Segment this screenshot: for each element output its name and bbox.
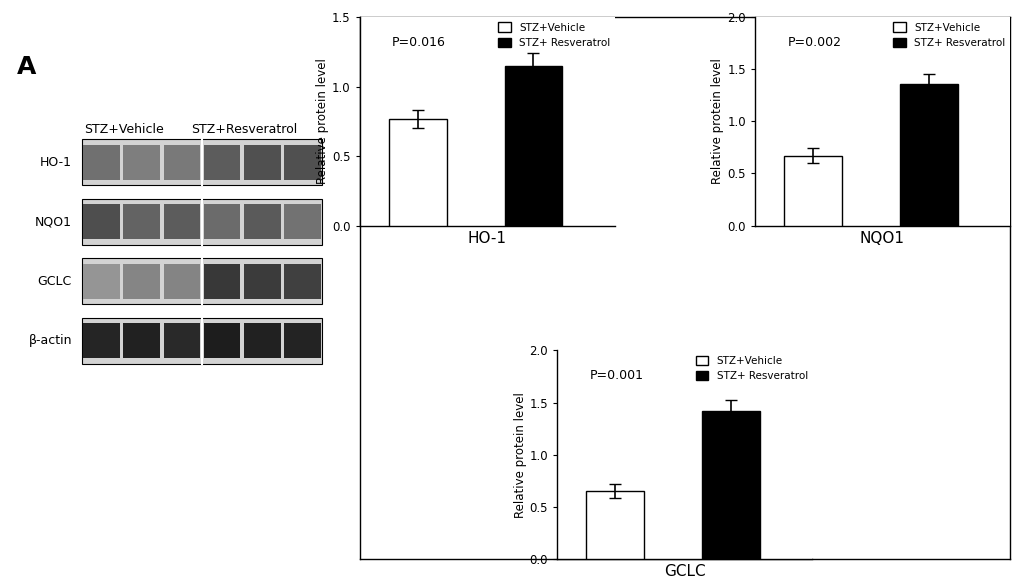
FancyBboxPatch shape (123, 323, 160, 358)
FancyBboxPatch shape (82, 199, 322, 245)
Legend: STZ+Vehicle, STZ+ Resveratrol: STZ+Vehicle, STZ+ Resveratrol (691, 351, 811, 385)
Bar (701, 411, 759, 559)
Text: GCLC: GCLC (38, 275, 72, 288)
X-axis label: HO-1: HO-1 (467, 231, 506, 246)
Y-axis label: Relative protein level: Relative protein level (514, 392, 526, 517)
FancyBboxPatch shape (244, 323, 280, 358)
FancyBboxPatch shape (123, 264, 160, 299)
Text: STZ+Resveratrol: STZ+Resveratrol (191, 123, 298, 137)
FancyBboxPatch shape (123, 145, 160, 180)
Text: A: A (16, 55, 36, 79)
FancyBboxPatch shape (82, 258, 322, 304)
FancyBboxPatch shape (204, 323, 240, 358)
FancyBboxPatch shape (82, 318, 322, 364)
FancyBboxPatch shape (84, 323, 120, 358)
FancyBboxPatch shape (283, 264, 320, 299)
Bar (586, 491, 644, 559)
FancyBboxPatch shape (244, 145, 280, 180)
FancyBboxPatch shape (283, 204, 320, 239)
Y-axis label: Relative protein level: Relative protein level (316, 59, 329, 184)
FancyBboxPatch shape (123, 204, 160, 239)
Legend: STZ+Vehicle, STZ+ Resveratrol: STZ+Vehicle, STZ+ Resveratrol (493, 18, 613, 52)
X-axis label: GCLC: GCLC (663, 564, 705, 576)
Bar (899, 84, 957, 226)
Text: STZ+Vehicle: STZ+Vehicle (84, 123, 164, 137)
Bar (783, 156, 841, 226)
FancyBboxPatch shape (163, 264, 200, 299)
Bar (388, 119, 446, 226)
FancyBboxPatch shape (84, 264, 120, 299)
Legend: STZ+Vehicle, STZ+ Resveratrol: STZ+Vehicle, STZ+ Resveratrol (889, 18, 1009, 52)
Text: B: B (372, 33, 391, 58)
FancyBboxPatch shape (84, 204, 120, 239)
Text: P=0.001: P=0.001 (589, 369, 643, 382)
Text: β-actin: β-actin (29, 334, 72, 347)
FancyBboxPatch shape (204, 264, 240, 299)
FancyBboxPatch shape (163, 145, 200, 180)
Text: HO-1: HO-1 (40, 156, 72, 169)
FancyBboxPatch shape (283, 145, 320, 180)
Text: P=0.016: P=0.016 (391, 36, 445, 49)
Bar (504, 66, 561, 226)
FancyBboxPatch shape (244, 264, 280, 299)
Text: NQO1: NQO1 (35, 215, 72, 228)
FancyBboxPatch shape (244, 204, 280, 239)
FancyBboxPatch shape (163, 204, 200, 239)
FancyBboxPatch shape (204, 145, 240, 180)
FancyBboxPatch shape (204, 204, 240, 239)
X-axis label: NQO1: NQO1 (859, 231, 904, 246)
Y-axis label: Relative protein level: Relative protein level (710, 59, 723, 184)
FancyBboxPatch shape (82, 139, 322, 185)
Text: P=0.002: P=0.002 (787, 36, 841, 49)
FancyBboxPatch shape (163, 323, 200, 358)
FancyBboxPatch shape (283, 323, 320, 358)
FancyBboxPatch shape (84, 145, 120, 180)
